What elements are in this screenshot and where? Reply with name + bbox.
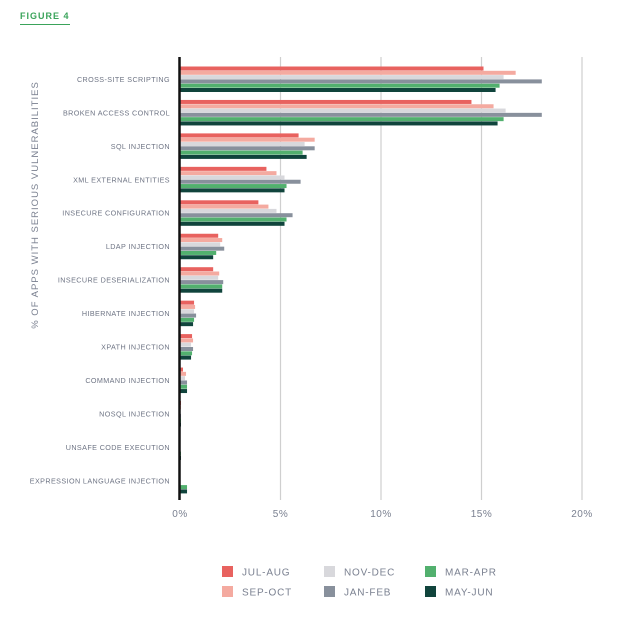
bar-mar-apr bbox=[180, 351, 193, 356]
category-label: INSECURE CONFIGURATION bbox=[62, 209, 170, 218]
bar-mar-apr bbox=[180, 117, 504, 122]
bar-jan-feb bbox=[180, 146, 315, 151]
bar-may-jun bbox=[180, 288, 223, 293]
bar-sep-oct bbox=[180, 137, 315, 142]
bar-mar-apr bbox=[180, 217, 287, 222]
bar-jul-aug bbox=[180, 233, 219, 238]
category-label: CROSS-SITE SCRIPTING bbox=[77, 75, 170, 84]
bar-mar-apr bbox=[180, 317, 195, 322]
bar-mar-apr bbox=[180, 485, 188, 490]
legend-swatch-may-jun bbox=[425, 586, 436, 597]
x-tick-label: 5% bbox=[273, 509, 288, 520]
legend-swatch-mar-apr bbox=[425, 566, 436, 577]
bar-jan-feb bbox=[180, 112, 542, 117]
bar-jul-aug bbox=[180, 133, 299, 138]
bar-nov-dec bbox=[180, 175, 285, 180]
bar-nov-dec bbox=[180, 275, 219, 280]
bar-jul-aug bbox=[180, 66, 484, 71]
bar-jan-feb bbox=[180, 280, 224, 285]
legend-swatch-nov-dec bbox=[324, 566, 335, 577]
bar-nov-dec bbox=[180, 208, 277, 213]
bar-nov-dec bbox=[180, 108, 506, 113]
bar-may-jun bbox=[180, 489, 188, 494]
bar-jul-aug bbox=[180, 334, 193, 339]
bar-nov-dec bbox=[180, 75, 504, 80]
category-label: EXPRESSION LANGUAGE INJECTION bbox=[30, 476, 170, 485]
legend-swatch-jan-feb bbox=[324, 586, 335, 597]
x-tick-label: 0% bbox=[172, 509, 187, 520]
bar-may-jun bbox=[180, 322, 194, 327]
category-label: SQL INJECTION bbox=[111, 142, 170, 151]
bar-sep-oct bbox=[180, 171, 277, 176]
bar-may-jun bbox=[180, 355, 192, 360]
bar-jan-feb bbox=[180, 246, 225, 251]
bar-jan-feb bbox=[180, 347, 194, 351]
bar-may-jun bbox=[180, 88, 496, 92]
bar-jul-aug bbox=[180, 267, 214, 272]
bar-may-jun bbox=[180, 154, 307, 159]
bar-mar-apr bbox=[180, 384, 188, 389]
bar-jul-aug bbox=[180, 99, 472, 104]
legend-label: JAN-FEB bbox=[344, 588, 391, 599]
bar-jul-aug bbox=[180, 166, 267, 171]
bar-sep-oct bbox=[180, 304, 196, 309]
legend-swatch-sep-oct bbox=[222, 586, 233, 597]
bar-jan-feb bbox=[180, 79, 542, 84]
x-tick-label: 10% bbox=[370, 509, 392, 520]
category-label: XML EXTERNAL ENTITIES bbox=[73, 175, 170, 184]
figure-label: FIGURE 4 bbox=[20, 11, 70, 25]
bar-mar-apr bbox=[180, 150, 303, 155]
category-label: XPATH INJECTION bbox=[101, 343, 170, 352]
bar-nov-dec bbox=[180, 376, 186, 381]
bar-nov-dec bbox=[180, 309, 195, 314]
category-label: BROKEN ACCESS CONTROL bbox=[63, 108, 170, 117]
category-label: INSECURE DESERIALIZATION bbox=[58, 276, 170, 285]
category-label: HIBERNATE INJECTION bbox=[82, 309, 170, 318]
bar-nov-dec bbox=[180, 242, 221, 247]
bar-may-jun bbox=[180, 121, 498, 126]
legend-label: MAR-APR bbox=[445, 568, 497, 579]
bar-mar-apr bbox=[180, 184, 287, 189]
bar-nov-dec bbox=[180, 342, 192, 347]
bar-jul-aug bbox=[180, 200, 259, 205]
bar-may-jun bbox=[180, 221, 285, 226]
bar-mar-apr bbox=[180, 250, 217, 255]
bar-may-jun bbox=[180, 188, 285, 193]
bar-jan-feb bbox=[180, 380, 188, 385]
category-label: LDAP INJECTION bbox=[106, 242, 170, 251]
bar-sep-oct bbox=[180, 238, 223, 243]
category-label: COMMAND INJECTION bbox=[85, 376, 170, 385]
bar-sep-oct bbox=[180, 204, 269, 209]
x-tick-label: 20% bbox=[571, 509, 593, 520]
category-label: NOSQL INJECTION bbox=[99, 409, 170, 418]
bar-jul-aug bbox=[180, 300, 195, 305]
bar-jul-aug bbox=[180, 367, 184, 372]
y-axis-label: % OF APPS WITH SERIOUS VULNERABILITIES bbox=[30, 81, 41, 329]
bar-sep-oct bbox=[180, 371, 187, 376]
bar-sep-oct bbox=[180, 104, 494, 109]
bar-sep-oct bbox=[180, 338, 194, 343]
bar-jan-feb bbox=[180, 213, 293, 218]
category-label: UNSAFE CODE EXECUTION bbox=[66, 443, 170, 452]
legend-label: JUL-AUG bbox=[242, 568, 290, 579]
x-tick-label: 15% bbox=[471, 509, 493, 520]
bar-jan-feb bbox=[180, 313, 197, 318]
bar-mar-apr bbox=[180, 83, 500, 88]
bar-may-jun bbox=[180, 389, 188, 394]
legend-label: SEP-OCT bbox=[242, 588, 292, 599]
bar-nov-dec bbox=[180, 142, 305, 146]
legend-swatch-jul-aug bbox=[222, 566, 233, 577]
bar-sep-oct bbox=[180, 271, 220, 276]
legend-label: NOV-DEC bbox=[344, 568, 395, 579]
bar-jan-feb bbox=[180, 179, 301, 184]
bar-may-jun bbox=[180, 255, 214, 260]
legend-label: MAY-JUN bbox=[445, 588, 493, 599]
bar-sep-oct bbox=[180, 70, 516, 75]
bar-mar-apr bbox=[180, 284, 223, 289]
